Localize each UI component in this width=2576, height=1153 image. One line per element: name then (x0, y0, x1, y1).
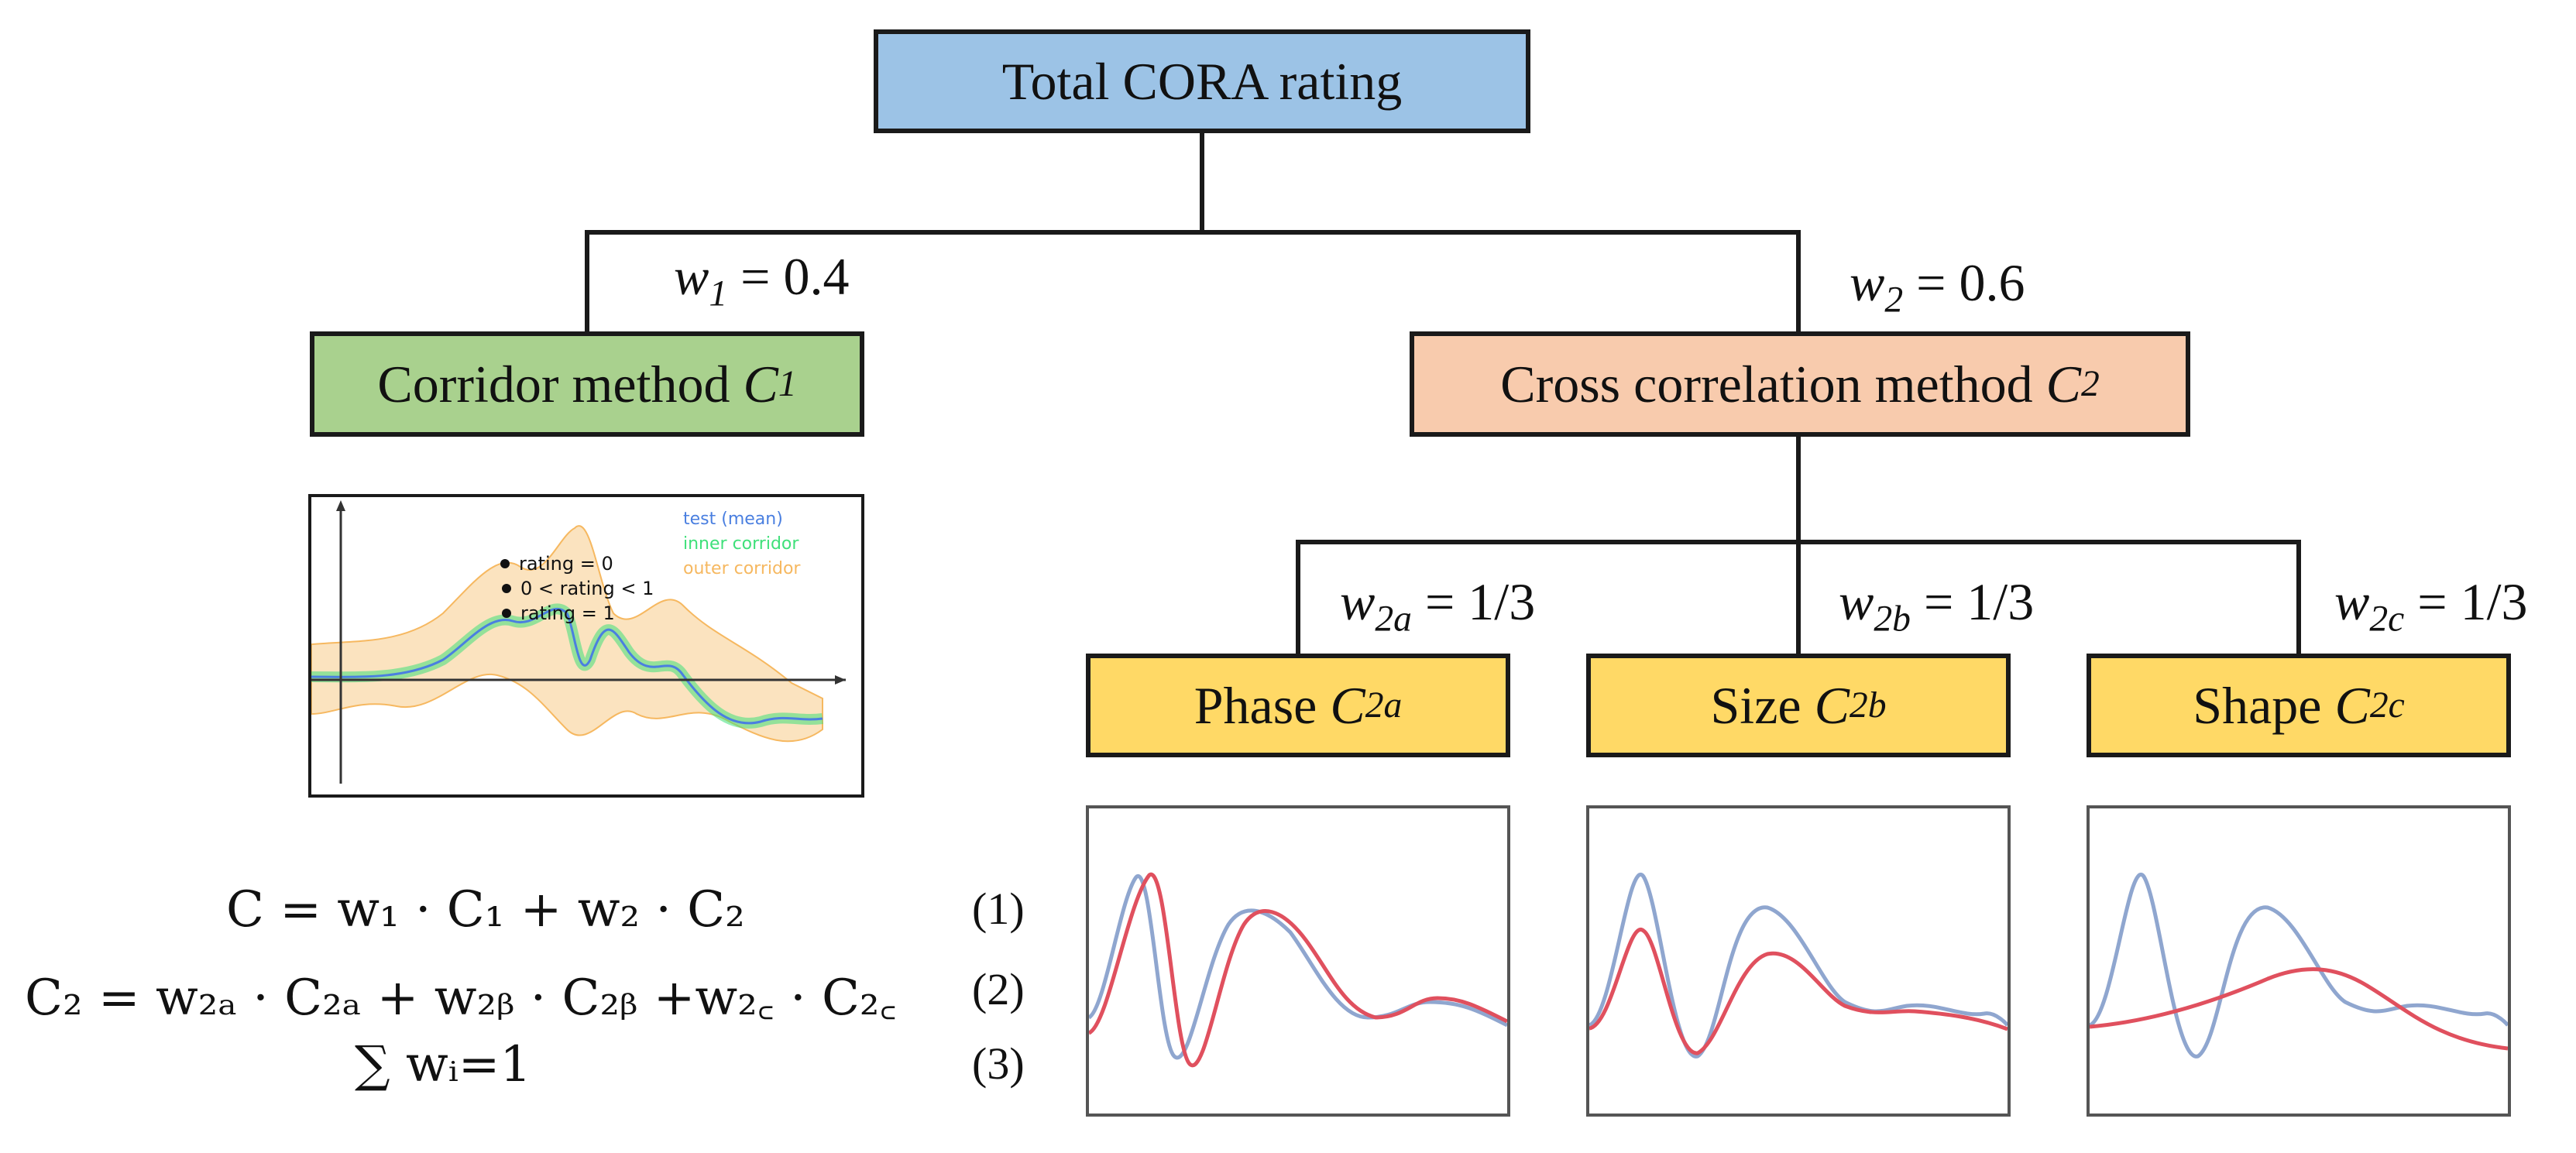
equation-3-number: (3) (972, 1038, 1025, 1089)
total-cora-rating-label: Total CORA rating (1001, 51, 1403, 111)
phase-reference-curve (1087, 873, 1509, 1060)
rating-1-dot (502, 609, 511, 618)
shape-box: Shape C 2c (2087, 654, 2511, 757)
equation-3: ∑ wᵢ=1 (355, 1036, 532, 1093)
phase-plot-graphic (1087, 873, 1509, 1068)
weight-w2b: w2b = 1/3 (1839, 572, 2035, 640)
rating-1-label: rating = 1 (520, 602, 615, 624)
weight-w2a: w2a = 1/3 (1340, 572, 1536, 640)
shape-plot-graphic (2088, 872, 2509, 1059)
equation-2-number: (2) (972, 964, 1025, 1014)
shape-model-curve (2089, 967, 2509, 1051)
equation-1: C = w₁ · C₁ + w₂ · C₂ (226, 881, 745, 939)
x-axis-arrow (835, 675, 846, 685)
weight-w1: w1 = 0.4 (674, 247, 850, 314)
weight-w2c: w2c = 1/3 (2334, 572, 2528, 640)
legend-test-mean: test (mean) (683, 510, 783, 529)
shape-plot (2087, 805, 2511, 1117)
y-axis-arrow (336, 500, 345, 511)
legend-outer-corridor: outer corridor (683, 559, 801, 578)
rating-mid-label: 0 < rating < 1 (520, 578, 654, 599)
rating-0-dot (500, 559, 510, 568)
total-cora-rating-box: Total CORA rating (874, 29, 1530, 133)
phase-box: Phase C 2a (1086, 654, 1510, 757)
phase-plot (1086, 805, 1510, 1117)
test-mean-curve (311, 607, 823, 725)
equation-1-number: (1) (972, 884, 1025, 934)
phase-model-curve (1087, 873, 1509, 1068)
size-plot-graphic (1588, 872, 2009, 1059)
size-plot (1586, 805, 2011, 1117)
shape-reference-curve (2088, 872, 2509, 1059)
corridor-plot: test (mean) inner corridor outer corrido… (308, 494, 864, 798)
corridor-plot-graphic (311, 500, 846, 784)
size-model-curve (1589, 927, 2008, 1055)
rating-mid-dot (502, 584, 511, 593)
legend-inner-corridor: inner corridor (683, 534, 799, 554)
size-reference-curve (1588, 872, 2009, 1059)
equation-2: C₂ = w₂ₐ · C₂ₐ + w₂ᵦ · C₂ᵦ +w₂꜀ · C₂꜀ (25, 969, 897, 1027)
size-box: Size C 2b (1586, 654, 2011, 757)
weight-w2: w2 = 0.6 (1850, 253, 2025, 321)
rating-0-label: rating = 0 (519, 553, 613, 575)
